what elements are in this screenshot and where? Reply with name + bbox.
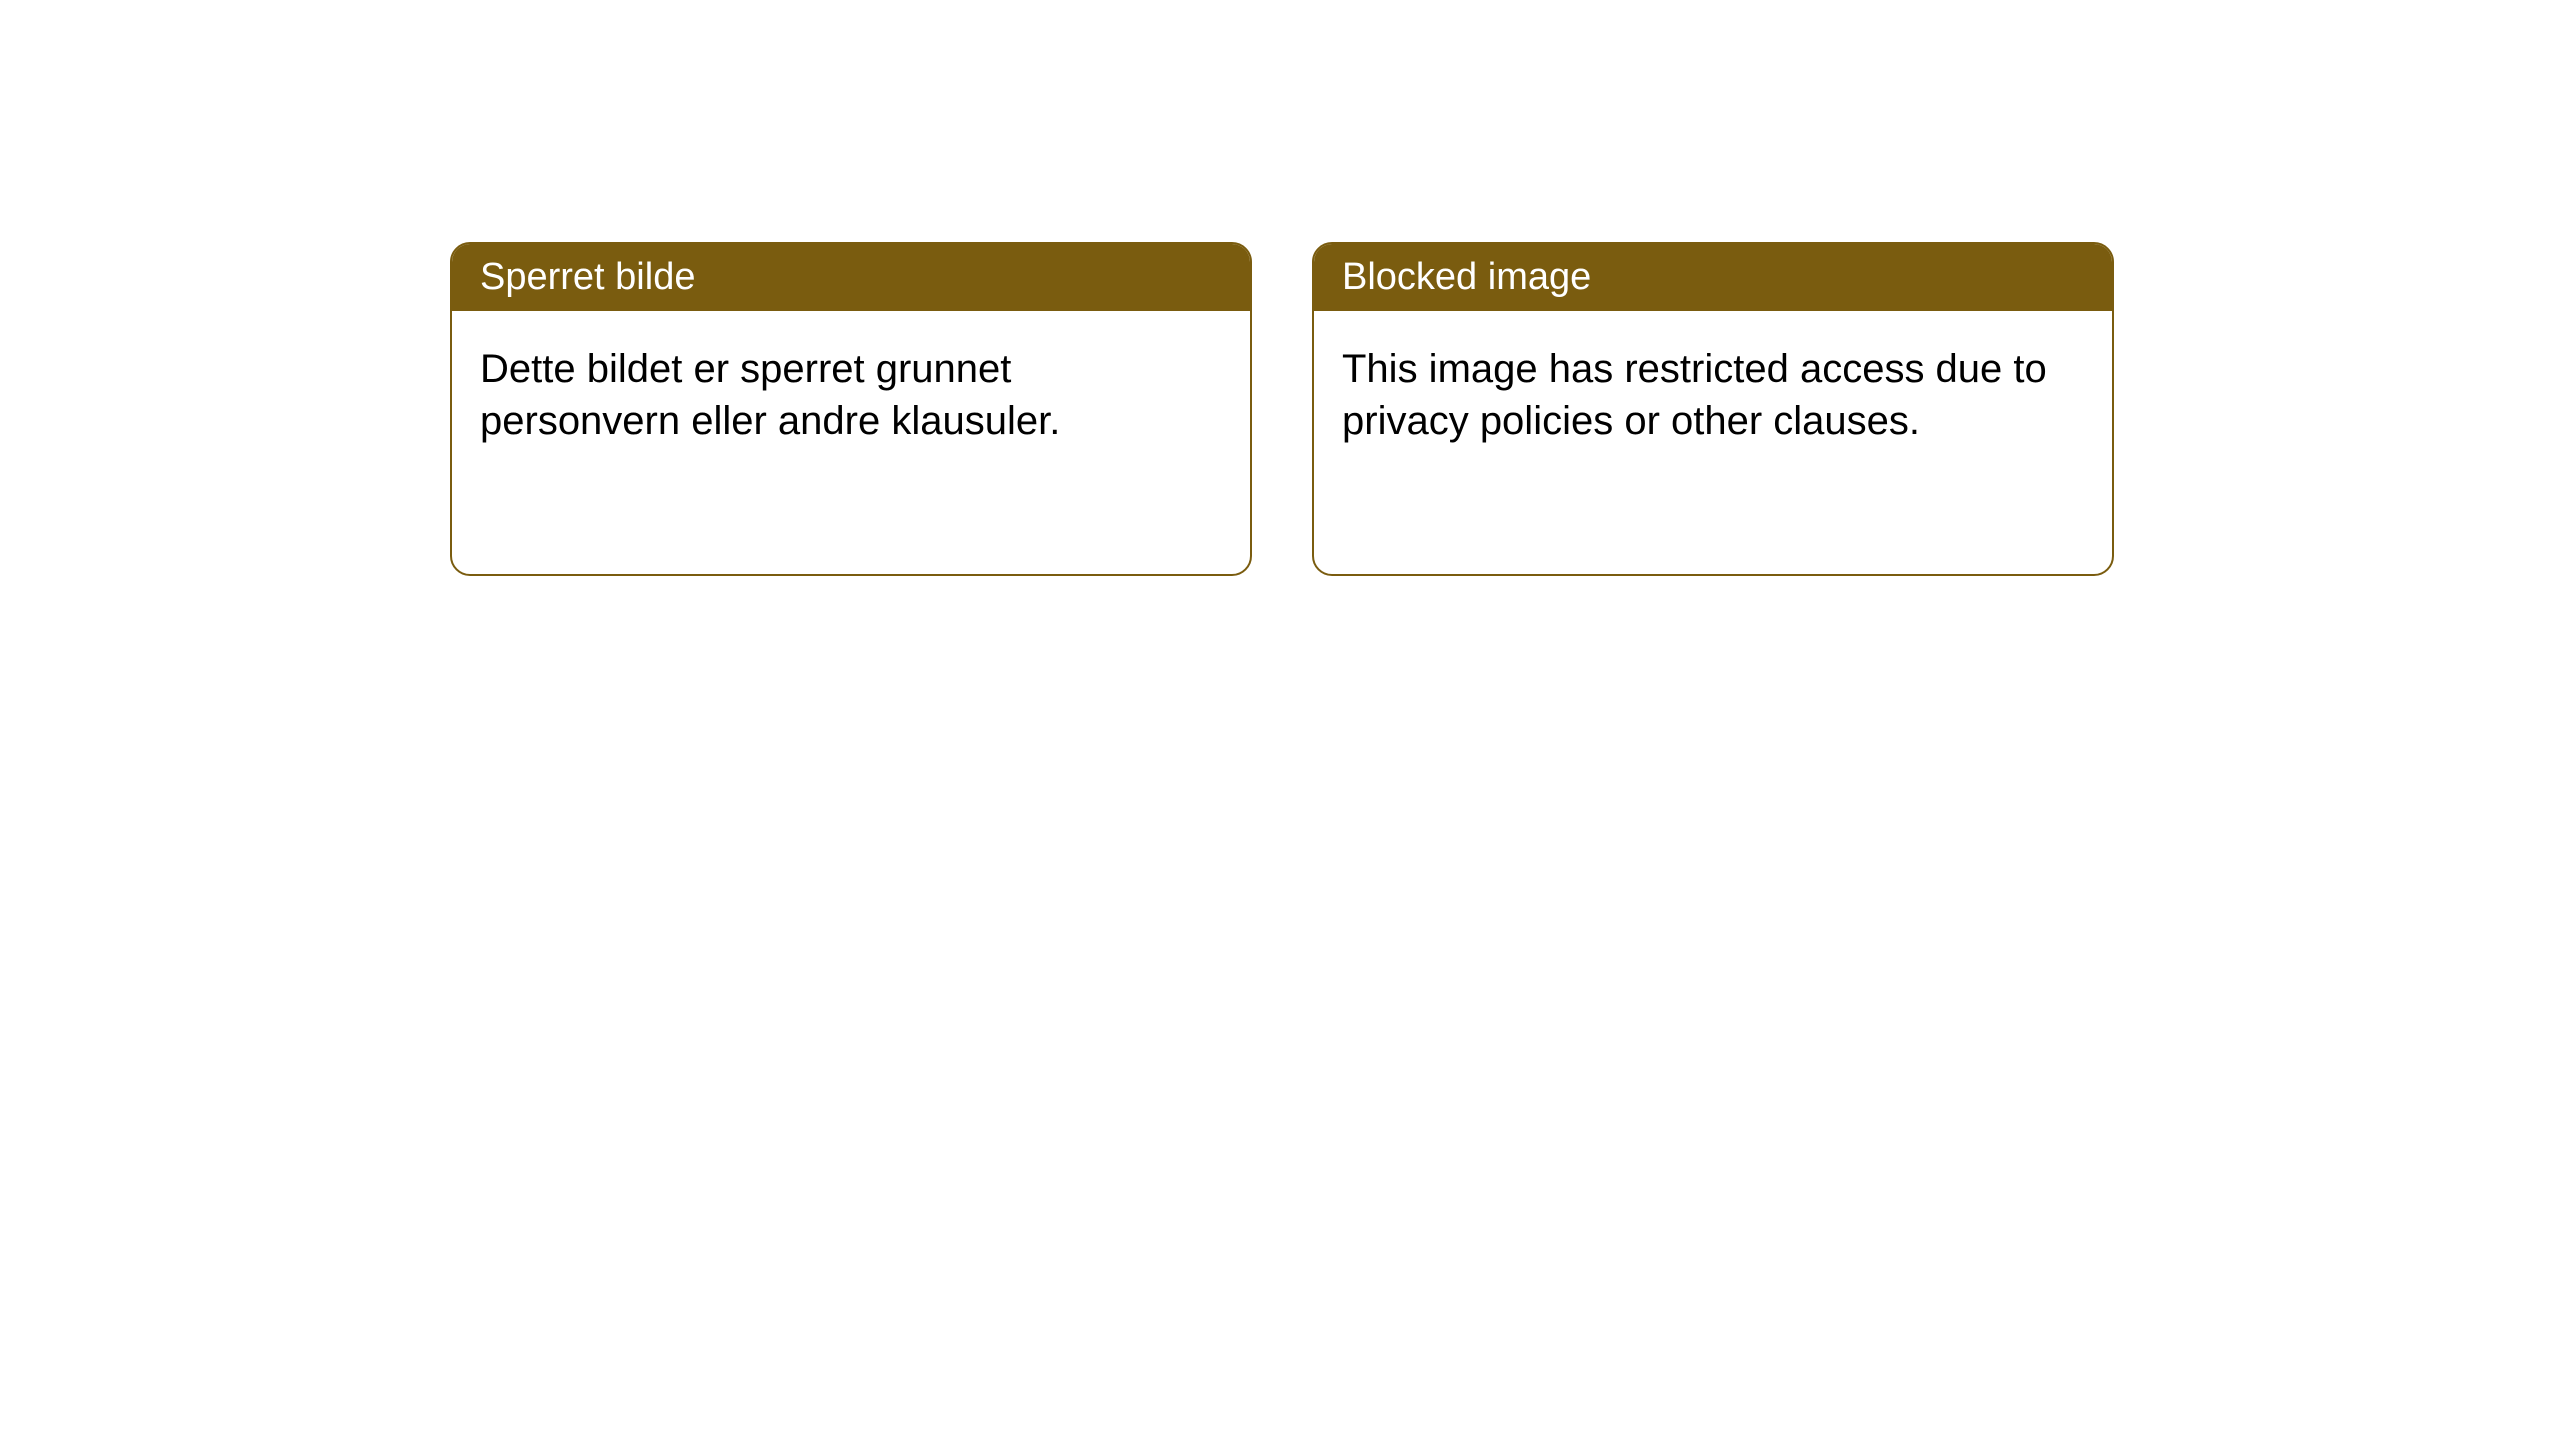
cards-container: Sperret bilde Dette bildet er sperret gr… — [450, 242, 2114, 576]
card-english: Blocked image This image has restricted … — [1312, 242, 2114, 576]
card-header-english: Blocked image — [1314, 244, 2112, 311]
card-body-norwegian: Dette bildet er sperret grunnet personve… — [452, 311, 1250, 479]
card-norwegian: Sperret bilde Dette bildet er sperret gr… — [450, 242, 1252, 576]
card-header-norwegian: Sperret bilde — [452, 244, 1250, 311]
card-body-english: This image has restricted access due to … — [1314, 311, 2112, 479]
